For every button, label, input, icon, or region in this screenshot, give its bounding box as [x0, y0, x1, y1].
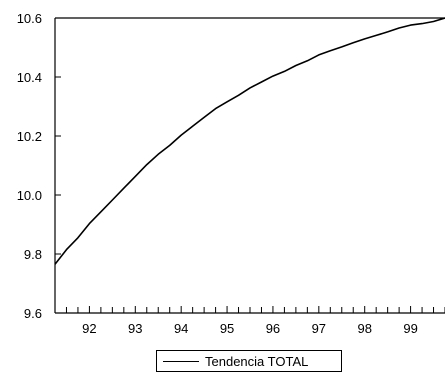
y-tick-label: 10.2	[17, 129, 42, 144]
x-tick-label: 95	[220, 321, 234, 336]
x-tick-label: 99	[403, 321, 417, 336]
x-tick-label: 98	[357, 321, 371, 336]
x-tick-label: 94	[174, 321, 188, 336]
y-tick-label: 10.0	[17, 188, 42, 203]
legend: Tendencia TOTAL	[156, 350, 342, 372]
legend-label: Tendencia TOTAL	[205, 353, 309, 369]
plot-area	[54, 17, 445, 314]
y-axis: 9.6 9.8 10.0 10.2 10.4 10.6	[17, 11, 61, 321]
y-tick-label: 10.4	[17, 70, 42, 85]
series-line-tendencia-total	[54, 17, 445, 265]
x-tick-label: 97	[312, 321, 326, 336]
x-tick-label: 92	[82, 321, 96, 336]
y-tick-label: 10.6	[17, 11, 42, 26]
legend-line-swatch	[163, 360, 199, 362]
y-tick-label: 9.6	[24, 306, 42, 321]
x-axis: 92 93 94 95 96 97 98 99	[65, 306, 445, 336]
x-tick-label: 96	[266, 321, 280, 336]
y-tick-label: 9.8	[24, 247, 42, 262]
series-layer	[54, 17, 445, 265]
x-tick-label: 93	[128, 321, 142, 336]
